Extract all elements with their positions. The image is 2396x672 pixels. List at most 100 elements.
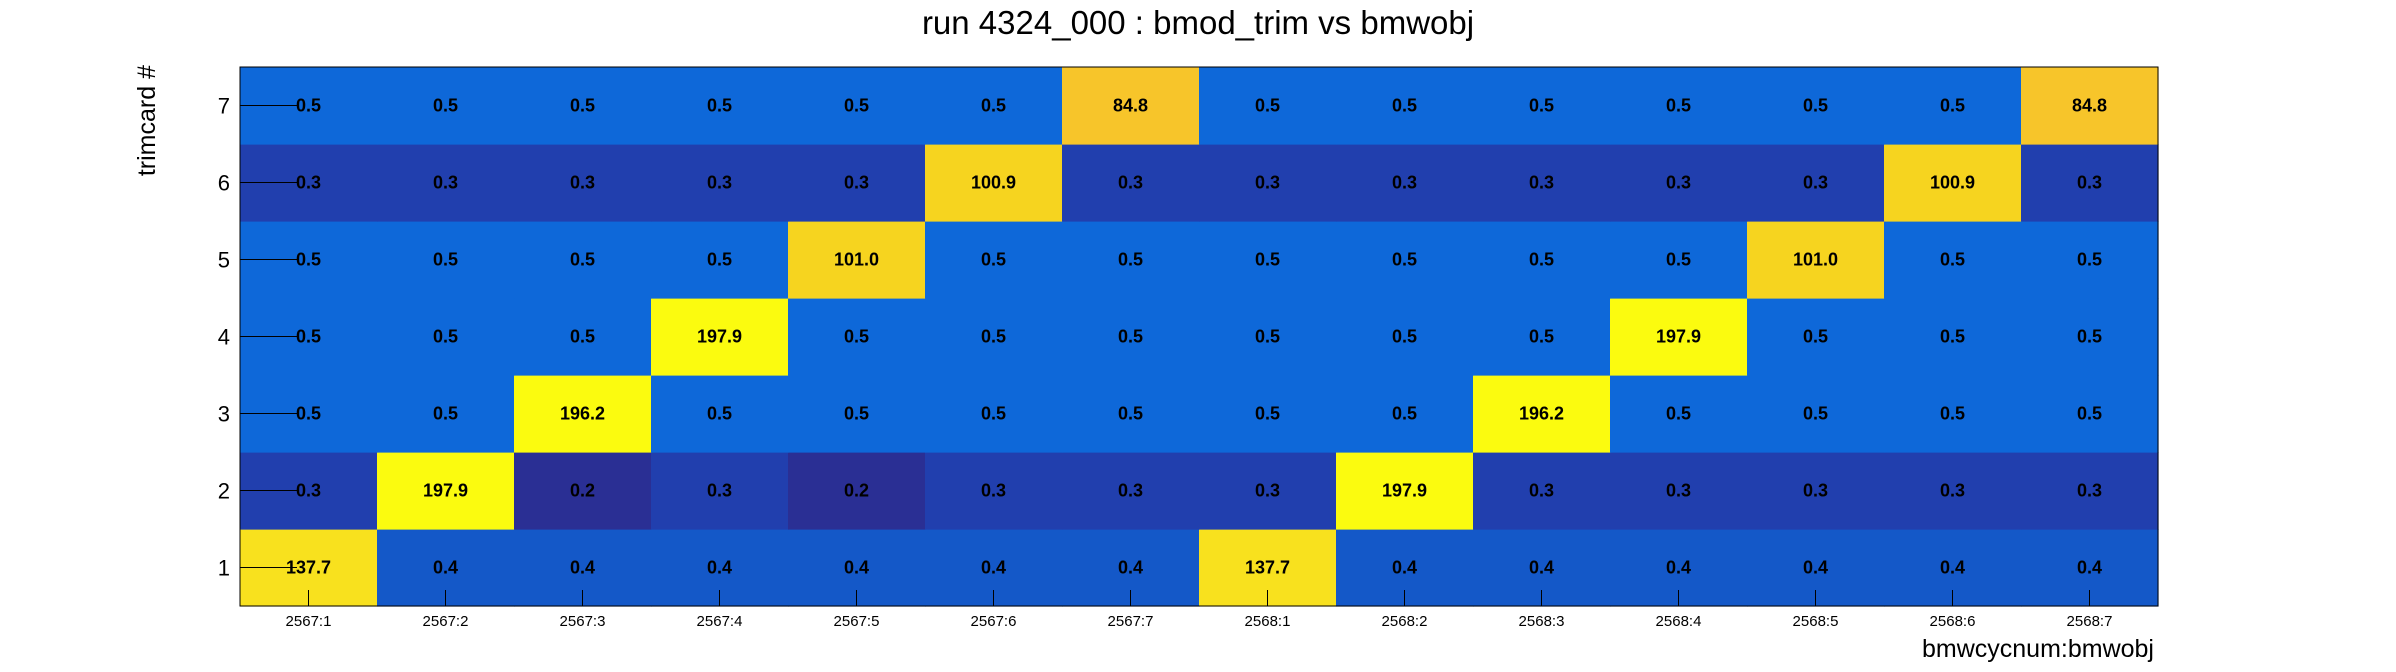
heatmap-cell bbox=[1884, 452, 2022, 530]
x-tick-label: 2567:7 bbox=[1108, 613, 1154, 630]
heatmap-cell bbox=[514, 452, 652, 530]
heatmap-cell bbox=[2021, 221, 2159, 299]
heatmap-cell bbox=[651, 375, 789, 453]
heatmap-cell bbox=[514, 375, 652, 453]
y-tick-label: 3 bbox=[218, 402, 230, 427]
heatmap-cell bbox=[1884, 375, 2022, 453]
heatmap-cell bbox=[651, 452, 789, 530]
cell-value-label: 0.5 bbox=[981, 404, 1006, 424]
cell-value-labels: 137.7 0.4 0.4 0.4 0.4 0.4 0.4 137.7 0.4 0.4 0.4 0.4… bbox=[286, 96, 2107, 578]
y-tick-label: 6 bbox=[218, 171, 230, 196]
heatmap-cell bbox=[2021, 144, 2159, 222]
heatmap-cell bbox=[1610, 452, 1748, 530]
cell-value-label: 100.9 bbox=[971, 173, 1016, 193]
cell-value-label: 0.3 bbox=[2077, 481, 2102, 501]
cell-value-label: 196.2 bbox=[560, 404, 605, 424]
cell-value-label: 0.3 bbox=[1118, 173, 1143, 193]
heatmap-cell bbox=[2021, 375, 2159, 453]
heatmap-cell bbox=[1336, 452, 1474, 530]
cell-value-label: 0.5 bbox=[1118, 250, 1143, 270]
heatmap-cell bbox=[651, 67, 789, 145]
cell-value-label: 0.3 bbox=[1666, 481, 1691, 501]
heatmap-cell bbox=[1473, 298, 1611, 376]
heatmap-cell bbox=[1199, 144, 1337, 222]
cell-value-label: 0.5 bbox=[1803, 96, 1828, 116]
heatmap-cell bbox=[788, 221, 926, 299]
cell-value-label: 0.4 bbox=[1529, 558, 1554, 578]
x-tick-label: 2568:1 bbox=[1245, 613, 1291, 630]
heatmap-cell bbox=[1884, 298, 2022, 376]
heatmap-cell bbox=[1610, 144, 1748, 222]
cell-value-label: 0.5 bbox=[1255, 96, 1280, 116]
cell-value-label: 0.5 bbox=[1255, 327, 1280, 347]
cell-value-label: 0.5 bbox=[1940, 96, 1965, 116]
heatmap-cell bbox=[1747, 452, 1885, 530]
cell-value-label: 0.3 bbox=[1118, 481, 1143, 501]
cell-value-label: 0.4 bbox=[1666, 558, 1691, 578]
cell-value-label: 0.5 bbox=[981, 327, 1006, 347]
heatmap-cell bbox=[1062, 452, 1200, 530]
y-tick-label: 5 bbox=[218, 248, 230, 273]
heatmap-cell bbox=[1473, 67, 1611, 145]
heatmap-cell bbox=[377, 298, 515, 376]
cell-value-label: 0.5 bbox=[844, 327, 869, 347]
cell-value-label: 0.4 bbox=[707, 558, 732, 578]
y-tick-label: 7 bbox=[218, 94, 230, 119]
cell-value-label: 0.2 bbox=[570, 481, 595, 501]
y-axis: 1 2 3 4 5 6 7 bbox=[218, 94, 297, 581]
heatmap-cell bbox=[1062, 144, 1200, 222]
cell-value-label: 0.5 bbox=[296, 250, 321, 270]
heatmap-cell bbox=[925, 375, 1063, 453]
heatmap-cell bbox=[1473, 375, 1611, 453]
heatmap-cell bbox=[1747, 67, 1885, 145]
cell-value-label: 84.8 bbox=[1113, 96, 1148, 116]
cell-value-label: 0.5 bbox=[1803, 404, 1828, 424]
heatmap-cell bbox=[2021, 67, 2159, 145]
cell-value-label: 0.3 bbox=[844, 173, 869, 193]
cell-value-label: 0.5 bbox=[1529, 250, 1554, 270]
cell-value-label: 0.3 bbox=[1940, 481, 1965, 501]
cell-value-label: 0.5 bbox=[296, 327, 321, 347]
cell-value-label: 0.3 bbox=[296, 173, 321, 193]
heatmap-cell bbox=[1610, 298, 1748, 376]
cell-value-label: 0.5 bbox=[1529, 96, 1554, 116]
cell-value-label: 0.3 bbox=[1803, 173, 1828, 193]
cell-value-label: 0.5 bbox=[570, 96, 595, 116]
cell-value-label: 0.5 bbox=[1940, 404, 1965, 424]
y-axis-title: trimcard # bbox=[133, 65, 161, 176]
heatmap-cell bbox=[377, 67, 515, 145]
cell-value-label: 0.3 bbox=[433, 173, 458, 193]
x-tick-label: 2567:6 bbox=[971, 613, 1017, 630]
cell-value-label: 0.5 bbox=[1118, 327, 1143, 347]
heatmap-cell bbox=[1747, 298, 1885, 376]
cell-value-label: 101.0 bbox=[1793, 250, 1838, 270]
cell-value-label: 197.9 bbox=[423, 481, 468, 501]
heatmap-cell bbox=[1473, 452, 1611, 530]
heatmap-cell bbox=[788, 375, 926, 453]
cell-value-label: 0.5 bbox=[1255, 404, 1280, 424]
cell-value-label: 197.9 bbox=[1382, 481, 1427, 501]
heatmap-cell bbox=[1336, 375, 1474, 453]
cell-value-label: 100.9 bbox=[1930, 173, 1975, 193]
heatmap-cell bbox=[925, 298, 1063, 376]
cell-value-label: 0.4 bbox=[1392, 558, 1417, 578]
cell-value-label: 0.3 bbox=[1255, 481, 1280, 501]
heatmap-cell bbox=[1336, 144, 1474, 222]
heatmap-cell bbox=[788, 67, 926, 145]
cell-value-label: 0.4 bbox=[1118, 558, 1143, 578]
cell-value-label: 0.5 bbox=[707, 404, 732, 424]
cell-value-label: 0.4 bbox=[844, 558, 869, 578]
cell-value-label: 0.3 bbox=[1666, 173, 1691, 193]
cell-value-label: 0.5 bbox=[1392, 404, 1417, 424]
cell-value-label: 0.5 bbox=[1392, 250, 1417, 270]
x-tick-label: 2567:3 bbox=[560, 613, 606, 630]
heatmap-cell bbox=[788, 452, 926, 530]
cell-value-label: 0.5 bbox=[296, 404, 321, 424]
x-tick-label: 2568:7 bbox=[2067, 613, 2113, 630]
heatmap-cell bbox=[1199, 375, 1337, 453]
x-tick-label: 2567:4 bbox=[697, 613, 743, 630]
chart-title: run 4324_000 : bmod_trim vs bmwobj bbox=[922, 4, 1474, 41]
cell-value-label: 0.5 bbox=[1666, 404, 1691, 424]
heatmap-cell bbox=[1199, 67, 1337, 145]
